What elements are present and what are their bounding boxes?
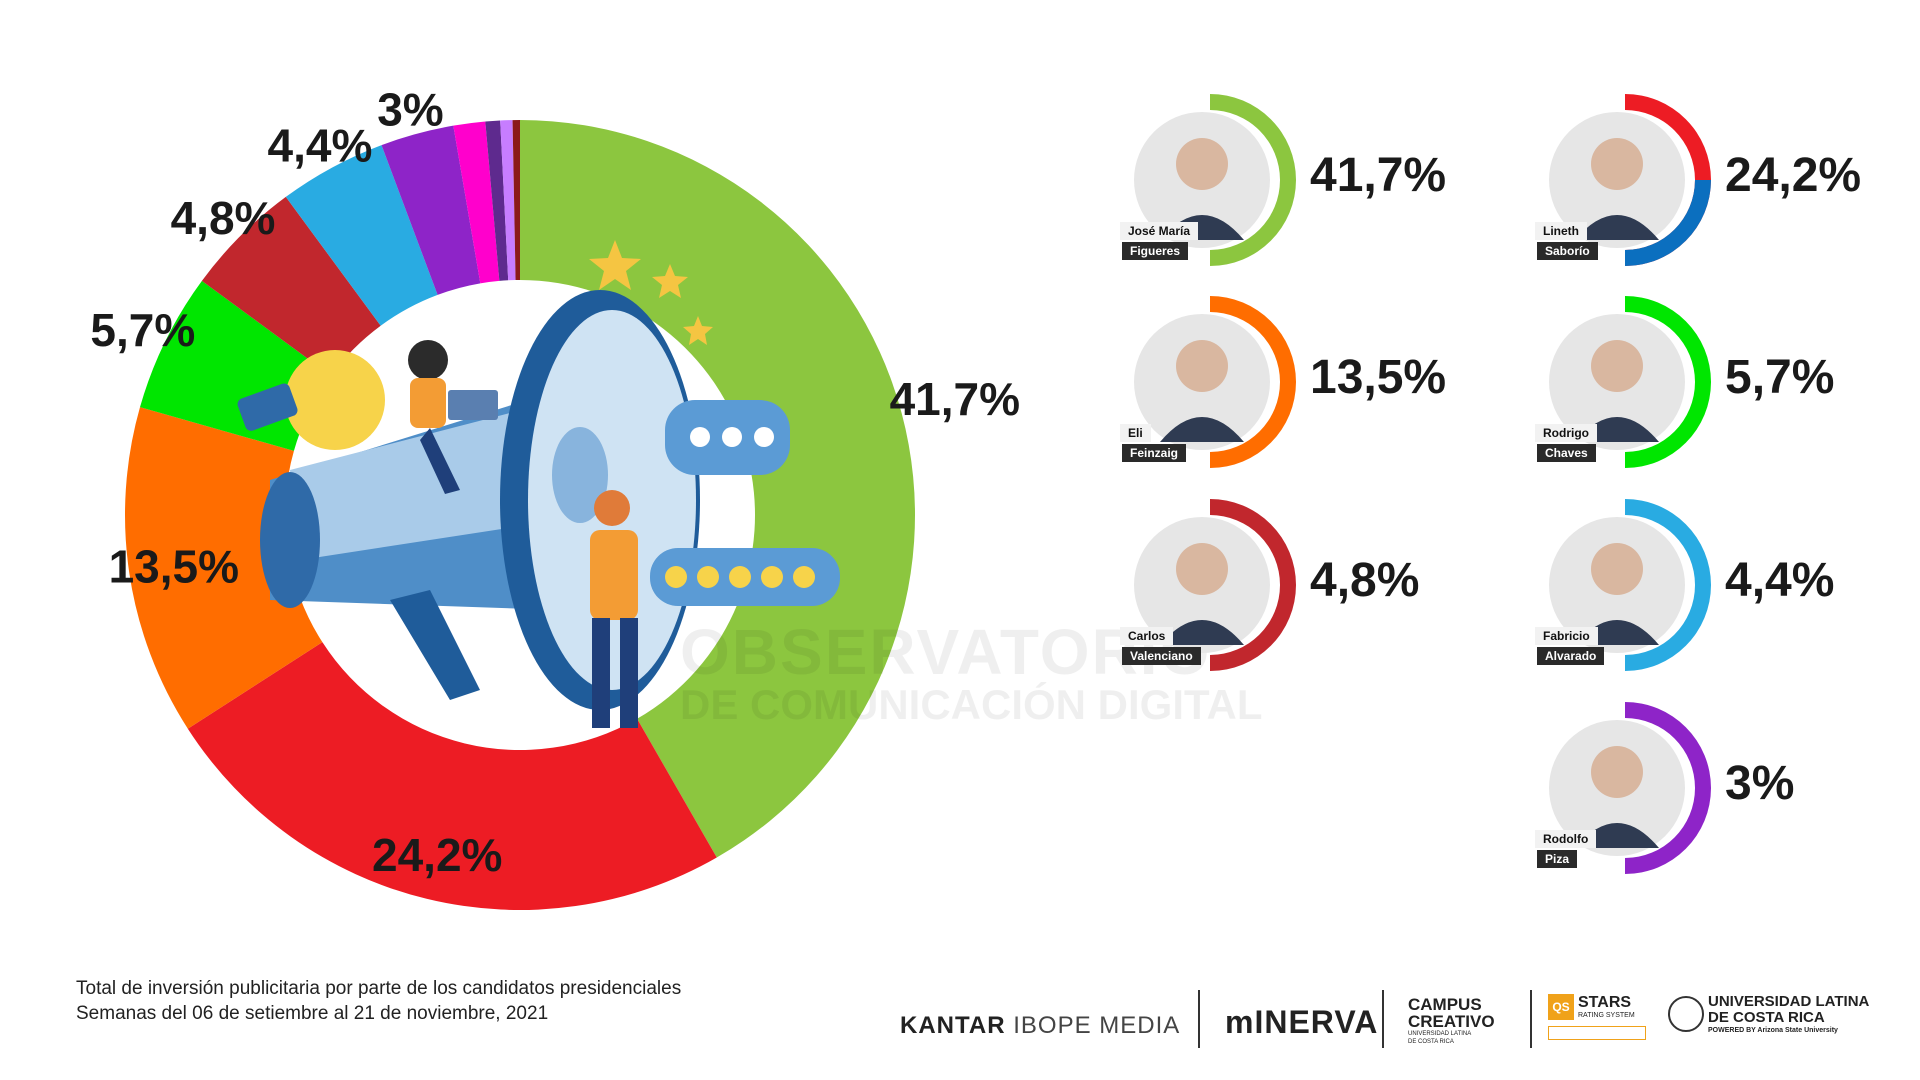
person-icon [1591,340,1643,392]
candidate-ring-arc [1210,94,1296,266]
megaphone-illustration [237,240,840,728]
qs-badge: QS [1548,994,1574,1020]
candidate-last-name: Saborío [1537,242,1598,260]
candidate-ring-arc [1625,180,1711,266]
donut-slice [201,196,381,376]
footer-line1: Total de inversión publicitaria por part… [76,978,682,999]
candidate-ring [1549,94,1711,266]
candidate-percentage: 4,4% [1725,554,1835,607]
person-icon [1591,543,1643,595]
candidate-first-name: Rodrigo [1535,424,1597,442]
ulatina-line1: UNIVERSIDAD LATINA [1708,993,1870,1010]
candidate-last-name: Valenciano [1122,647,1201,665]
kantar-text: KANTAR [900,1012,1006,1039]
candidate-first-name: José María [1120,222,1199,240]
divider [1198,990,1200,1048]
globe-icon [1668,996,1704,1032]
ulatina-line3: POWERED BY Arizona State University [1708,1027,1838,1034]
person-icon [1176,138,1228,190]
donut-slice [500,120,516,281]
stars-rating-bar [1548,1026,1646,1040]
divider [1530,990,1532,1048]
campus-creativo-logo: CAMPUS CREATIVO UNIVERSIDAD LATINA DE CO… [1408,996,1495,1046]
candidate-last-name: Figueres [1122,242,1189,260]
candidate-ring-arc [1210,296,1296,468]
person-shoulders-icon [1575,215,1659,240]
candidate-card: Eli Feinzaig 13,5% [1120,292,1740,472]
minerva-logo: mINERVA [1225,1004,1378,1041]
slice-label: 5,7% [90,304,195,356]
slice-label: 13,5% [109,540,239,592]
donut-slice [381,125,481,295]
footer-line2: Semanas del 06 de setiembre al 21 de nov… [76,1003,549,1024]
ibope-text: IBOPE MEDIA [1013,1012,1181,1039]
candidate-ring [1134,499,1296,671]
candidate-percentage: 41,7% [1310,149,1447,202]
candidate-ring-arc [1210,499,1296,671]
ulatina-line2: DE COSTA RICA [1708,1009,1825,1026]
candidate-ring-arc [1625,296,1711,468]
slice-label: 4,8% [171,192,276,244]
candidate-card: Rodrigo Chaves 5,7% [1535,292,1920,472]
donut-slice [187,642,717,911]
watermark-line2: DE COMUNICACIÓN DIGITAL [680,681,1263,728]
candidate-first-name: Fabricio [1535,627,1598,645]
candidate-card: Rodolfo Piza 3% [1535,698,1920,878]
candidate-percentage: 5,7% [1725,351,1835,404]
candidate-first-name: Eli [1120,424,1151,442]
candidate-percentage: 24,2% [1725,149,1862,202]
candidate-last-name: Feinzaig [1122,444,1187,462]
sponsor-logos: KANTAR IBOPE MEDIA mINERVA CAMPUS CREATI… [900,990,1900,1070]
candidate-card: Carlos Valenciano 4,8% [1120,495,1740,675]
candidate-ring-arc [1625,499,1711,671]
candidate-ring-arc [1625,702,1711,874]
divider [1382,990,1384,1048]
person-shoulders-icon [1160,620,1244,645]
slice-label: 4,4% [268,120,373,172]
stars-sub: RATING SYSTEM [1578,1012,1635,1019]
donut-slice [485,120,509,281]
candidate-ring [1134,94,1296,266]
stars-text: STARS [1578,994,1632,1011]
candidate-first-name: Carlos [1120,627,1174,645]
candidate-ring [1134,296,1296,468]
qs-stars-logo: QS STARS RATING SYSTEM [1548,994,1648,1046]
person-icon [1176,543,1228,595]
candidate-percentage: 13,5% [1310,351,1447,404]
ulatina-logo: UNIVERSIDAD LATINA DE COSTA RICA POWERED… [1668,994,1898,1050]
slice-label: 3% [377,84,443,136]
candidate-card: Lineth Saborío 24,2% [1535,90,1920,270]
campus-line2: CREATIVO [1408,1012,1495,1031]
slice-label: 24,2% [372,829,502,881]
person-icon [1591,746,1643,798]
slice-label: 41,7% [890,373,1020,425]
candidate-card: José María Figueres 41,7% [1120,90,1740,270]
person-icon [1176,340,1228,392]
candidate-percentage: 3% [1725,757,1795,810]
candidate-first-name: Lineth [1535,222,1587,240]
donut-slice [512,120,520,281]
campus-line3: UNIVERSIDAD LATINA DE COSTA RICA [1408,1031,1471,1045]
candidate-last-name: Piza [1537,850,1578,868]
kantar-logo: KANTAR IBOPE MEDIA [900,1012,1180,1040]
candidate-first-name: Rodolfo [1535,830,1597,848]
donut-slice [520,120,915,858]
footer-caption: Total de inversión publicitaria por part… [76,976,681,1026]
candidate-last-name: Alvarado [1537,647,1605,665]
person-icon [1591,138,1643,190]
donut-slice [285,145,438,326]
donut-slice [453,121,500,284]
donut-labels: 41,7% 24,2% 13,5% 5,7% 4,8% 4,4%3% [90,84,1020,882]
person-shoulders-icon [1160,417,1244,442]
campus-line1: CAMPUS [1408,995,1482,1014]
candidate-percentage: 4,8% [1310,554,1420,607]
candidate-last-name: Chaves [1537,444,1596,462]
minerva-text: mINERVA [1225,1004,1379,1040]
donut-slices [124,120,915,911]
candidate-ring [1549,702,1711,874]
candidate-card: Fabricio Alvarado 4,4% [1535,495,1920,675]
